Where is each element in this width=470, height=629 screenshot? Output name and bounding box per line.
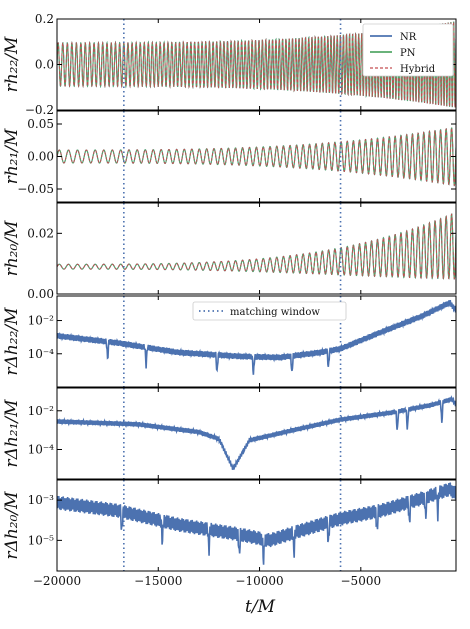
y-axis-label-dh20: rΔh₂₀/M — [2, 491, 22, 560]
panel-dh22-frame — [56, 295, 457, 388]
y-tick-label: 10⁻⁵ — [28, 533, 55, 547]
panel-dh20-data — [57, 482, 456, 565]
y-tick-label: 10⁻⁴ — [28, 347, 55, 361]
x-axis-label: t/M — [245, 597, 276, 617]
y-tick-label: 0.0 — [35, 58, 54, 72]
y-axis-label-h20: rh₂₀/M — [2, 220, 22, 276]
x-tick-label: −10000 — [235, 574, 283, 588]
y-tick-label: −0.05 — [17, 182, 54, 196]
x-tick-label: −15000 — [134, 574, 182, 588]
panel-dh21: 10⁻² 10⁻⁴ rΔh₂₁/M — [2, 387, 457, 480]
y-tick-label: 10⁻² — [28, 404, 55, 418]
panels-group: −0.20.00.2rh₂₂/M−0.050.000.05rh₂₁/M0.000… — [2, 12, 457, 572]
panel-h20-frame — [56, 202, 457, 295]
y-axis-label-h21: rh₂₁/M — [2, 128, 22, 184]
x-axis: −20000 −15000 −10000 −5000 — [33, 574, 381, 588]
y-tick-label: 10⁻³ — [28, 493, 55, 507]
panel-dh21-data — [57, 395, 456, 470]
x-tick-label: −5000 — [341, 574, 382, 588]
panel-h21-data — [57, 127, 456, 187]
y-tick-label: 10⁻⁴ — [28, 443, 55, 457]
panel-dh20-frame — [56, 479, 457, 572]
y-tick-label: 0.02 — [27, 226, 54, 240]
legend-matching-window: matching window — [192, 301, 347, 321]
x-tick-label: −20000 — [33, 574, 81, 588]
y-tick-label: 0.2 — [35, 12, 54, 26]
legend-window-label: matching window — [230, 307, 320, 318]
legend-label-pn: PN — [400, 48, 416, 59]
series-dh21-line — [57, 395, 456, 470]
y-tick-label: 0.00 — [27, 150, 54, 164]
panel-dh22: 10⁻² 10⁻⁴ rΔh₂₂/M — [2, 295, 457, 388]
panel-h22: −0.2 0.0 0.2 rh₂₂/M — [2, 12, 457, 117]
legend-box — [362, 23, 454, 77]
series-hybrid-line — [57, 21, 456, 108]
legend-label-nr: NR — [400, 32, 417, 43]
y-tick-label: 10⁻² — [28, 314, 55, 328]
y-tick-label: 0.00 — [27, 287, 54, 301]
legend-label-hybrid: Hybrid — [400, 64, 436, 75]
y-tick-label: −0.2 — [25, 103, 54, 117]
panel-h21: −0.05 0.00 0.05 rh₂₁/M — [2, 110, 457, 203]
y-tick-label: 0.05 — [27, 117, 54, 131]
y-axis-label-h22: rh₂₂/M — [2, 36, 22, 92]
y-axis-label-dh22: rΔh₂₂/M — [2, 307, 22, 376]
panel-h20-data — [57, 213, 456, 280]
y-axis-label-dh21: rΔh₂₁/M — [2, 399, 22, 468]
series-hybrid-line — [57, 127, 456, 187]
panel-dh20: 10⁻³ 10⁻⁵ rΔh₂₀/M — [2, 479, 457, 572]
panel-h22-data — [57, 21, 456, 108]
series-hybrid-line — [57, 213, 456, 280]
legend-window-box — [192, 301, 347, 321]
series-pn-line — [57, 127, 456, 187]
panel-dh21-frame — [56, 387, 457, 480]
legend-series: NR PN Hybrid — [362, 23, 454, 77]
series-dh20-line — [57, 482, 456, 565]
panel-h20: 0.00 0.02 rh₂₀/M — [2, 202, 457, 301]
